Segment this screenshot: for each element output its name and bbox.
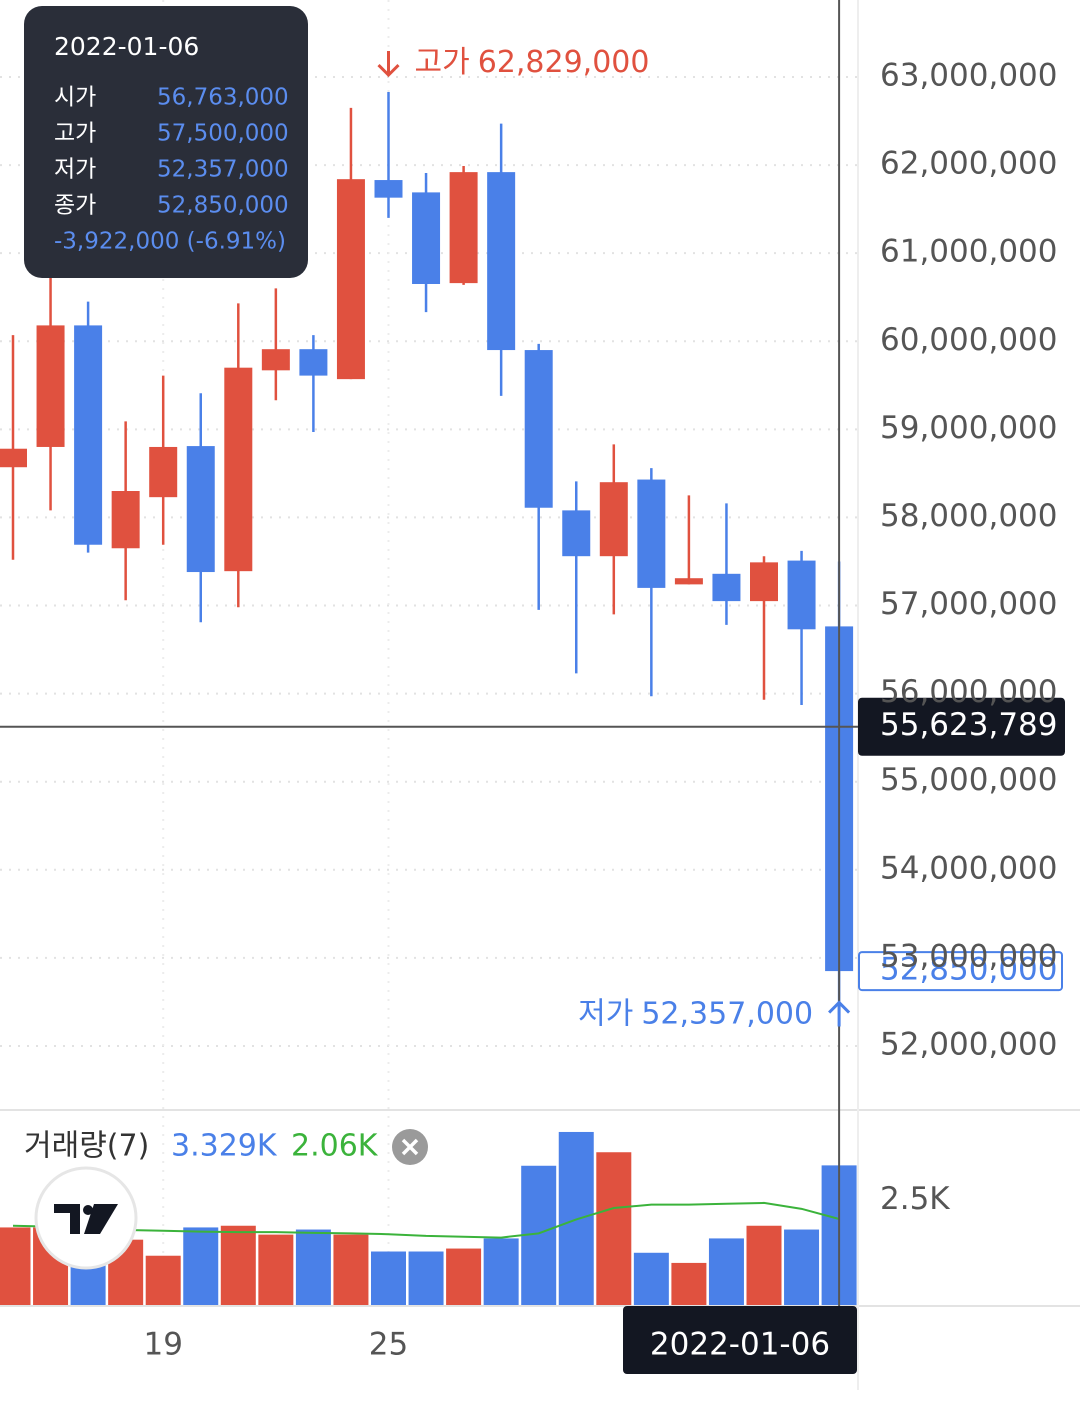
y-tick-label: 59,000,000: [880, 410, 1058, 446]
x-tick-label: 25: [369, 1327, 408, 1363]
tooltip-label: 고가: [54, 121, 96, 147]
low-arrow: [828, 1000, 851, 1027]
y-tick-label: 61,000,000: [880, 234, 1058, 270]
volume-bar: [671, 1262, 707, 1306]
candle-body: [0, 448, 27, 468]
volume-bar: [0, 1227, 31, 1306]
high-label: 고가: [415, 45, 470, 80]
candle-body: [224, 367, 253, 572]
logo[interactable]: [34, 1166, 138, 1270]
logo-dot: [83, 1205, 93, 1215]
candle-body: [674, 578, 703, 585]
high-annotation: 고가 62,829,000: [415, 45, 650, 80]
candle-body: [712, 573, 741, 602]
y-tick-label: 57,000,000: [880, 586, 1058, 622]
volume-bar: [183, 1227, 219, 1306]
y-tick-label: 54,000,000: [880, 850, 1058, 886]
crosshair-date-box: [623, 1306, 857, 1374]
candle-body: [599, 482, 628, 557]
candle-body: [299, 349, 328, 376]
tooltip-change: -3,922,000 (-6.91%): [54, 229, 286, 255]
y-tick-label: 58,000,000: [880, 498, 1058, 534]
crosshair-price: 55,623,789: [880, 707, 1058, 743]
volume-bar: [333, 1234, 369, 1306]
volume-bar: [295, 1229, 331, 1306]
high-arrow: [377, 51, 400, 78]
volume-bar: [483, 1238, 519, 1306]
candle-body: [637, 479, 666, 588]
volume-ma-line: [12, 1201, 840, 1239]
candle-body: [336, 179, 365, 380]
candle-body: [111, 491, 140, 549]
tooltip-label: 종가: [54, 193, 96, 219]
y-tick-label: 62,000,000: [880, 146, 1058, 182]
tooltip-date: 2022-01-06: [54, 32, 199, 61]
tooltip-value: 52,357,000: [157, 157, 289, 183]
candle-body: [74, 325, 103, 545]
volume-tick-label: 2.5K: [880, 1181, 950, 1217]
tooltip: 2022-01-06 시가 56,763,000 고가 57,500,000 저…: [24, 6, 308, 278]
tooltip-label: 저가: [54, 157, 96, 183]
x-tick-label: 19: [143, 1327, 182, 1363]
volume-value: 3.329K: [171, 1129, 278, 1164]
volume-bar: [220, 1225, 256, 1306]
y-tick-label: 52,000,000: [880, 1026, 1058, 1062]
candle-body: [487, 172, 516, 351]
tooltip-value: 56,763,000: [157, 85, 289, 111]
volume-bar: [408, 1251, 444, 1306]
y-tick-label: 53,000,000: [880, 938, 1058, 974]
candle-body: [562, 510, 591, 557]
tooltip-label: 시가: [54, 85, 96, 111]
low-value: 52,357,000: [641, 996, 813, 1031]
volume-bars: [0, 1131, 857, 1306]
volume-bar: [371, 1251, 406, 1306]
candle-body: [412, 192, 441, 284]
volume-bar: [596, 1152, 632, 1306]
candle-body: [374, 180, 403, 198]
crosshair-date: 2022-01-06: [650, 1327, 830, 1363]
candle-body: [524, 350, 553, 508]
volume-title: 거래량(7): [24, 1129, 149, 1164]
candle-body: [261, 349, 290, 371]
y-tick-label: 63,000,000: [880, 57, 1058, 93]
tooltip-value: 52,850,000: [157, 193, 289, 219]
low-label: 저가: [578, 996, 633, 1031]
volume-bar: [746, 1225, 782, 1306]
low-annotation: 저가 52,357,000: [578, 996, 813, 1031]
y-tick-label: 55,000,000: [880, 762, 1058, 798]
crosshair-price-box: [858, 697, 1065, 756]
tooltip-box: [24, 6, 308, 278]
candle-body: [186, 446, 215, 573]
volume-bar: [258, 1234, 294, 1306]
y-tick-label: 56,000,000: [880, 674, 1058, 710]
candle-body: [36, 325, 65, 447]
candle-body: [149, 446, 178, 498]
volume-bar: [708, 1238, 744, 1306]
last-price: 52,850,000: [880, 952, 1058, 988]
logo-mark: [54, 1204, 118, 1234]
close-icon: [401, 1138, 419, 1156]
candle-body: [787, 560, 816, 630]
tooltip-value: 57,500,000: [157, 121, 289, 147]
volume-bar: [633, 1252, 669, 1306]
y-tick-label: 60,000,000: [880, 322, 1058, 358]
last-price-box: [858, 951, 1063, 992]
volume-bar: [784, 1229, 820, 1306]
volume-bar: [145, 1255, 181, 1306]
candle-body: [449, 172, 478, 284]
volume-bar: [446, 1248, 482, 1306]
volume-bar: [521, 1165, 557, 1306]
candle-body: [750, 562, 778, 602]
close-button[interactable]: [392, 1129, 428, 1165]
high-value: 62,829,000: [478, 45, 650, 80]
logo-circle[interactable]: [34, 1166, 138, 1270]
volume-ma-value: 2.06K: [291, 1129, 379, 1164]
